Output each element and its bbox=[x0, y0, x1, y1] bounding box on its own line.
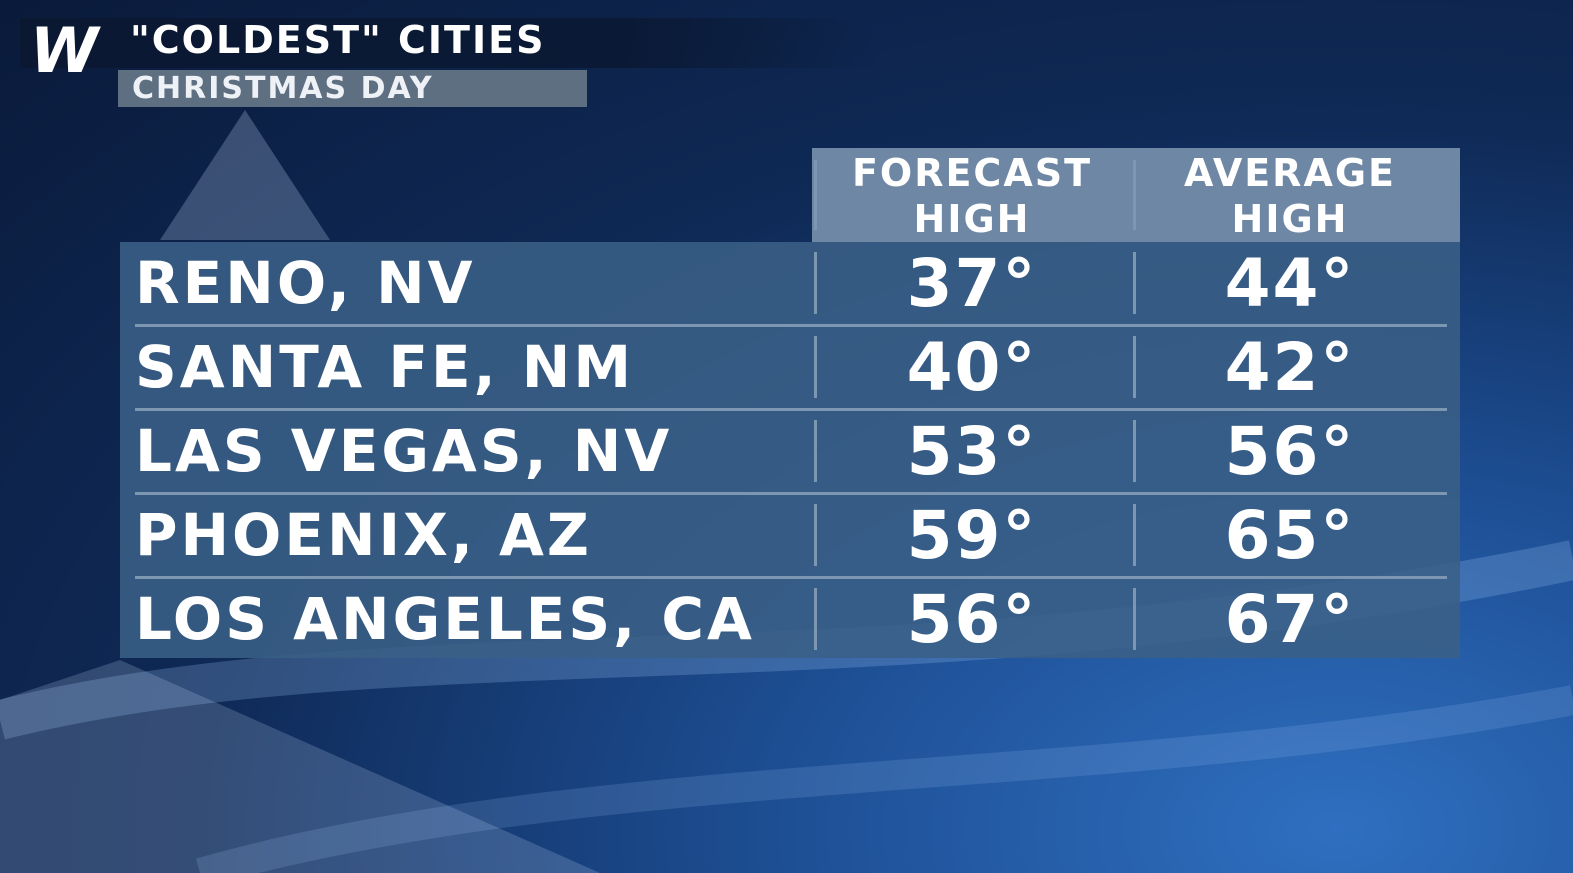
column-divider bbox=[814, 160, 817, 230]
column-divider bbox=[1133, 420, 1136, 482]
forecast-high: 56° bbox=[906, 581, 1038, 658]
tree-top bbox=[160, 110, 330, 240]
subtitle: CHRISTMAS DAY bbox=[132, 71, 434, 106]
average-high: 67° bbox=[1224, 581, 1356, 658]
tree-base bbox=[0, 660, 600, 873]
city-name: LOS ANGELES, CA bbox=[135, 585, 755, 653]
average-high: 42° bbox=[1224, 329, 1356, 406]
average-high: 65° bbox=[1224, 497, 1356, 574]
column-divider bbox=[814, 504, 817, 566]
column-divider bbox=[1133, 252, 1136, 314]
forecast-high: 40° bbox=[906, 329, 1038, 406]
column-divider bbox=[814, 252, 817, 314]
column-divider bbox=[814, 336, 817, 398]
row-divider bbox=[135, 324, 1447, 327]
forecast-high: 53° bbox=[906, 413, 1038, 490]
light-swirl bbox=[195, 685, 1573, 873]
row-divider bbox=[135, 408, 1447, 411]
city-name: PHOENIX, AZ bbox=[135, 501, 592, 569]
column-divider bbox=[1133, 588, 1136, 650]
forecast-high: 37° bbox=[906, 245, 1038, 322]
average-high: 44° bbox=[1224, 245, 1356, 322]
subtitle-bar bbox=[118, 70, 587, 107]
row-divider bbox=[135, 576, 1447, 579]
title-bar bbox=[20, 18, 880, 68]
city-name: SANTA FE, NM bbox=[135, 333, 635, 401]
column-divider bbox=[1133, 504, 1136, 566]
title: "COLDEST" CITIES bbox=[130, 18, 546, 62]
table-panel bbox=[120, 242, 1460, 658]
city-name: LAS VEGAS, NV bbox=[135, 417, 673, 485]
logo: W bbox=[30, 14, 98, 87]
column-header-bg bbox=[812, 148, 1460, 242]
row-divider bbox=[135, 492, 1447, 495]
city-name: RENO, NV bbox=[135, 249, 476, 317]
average-high: 56° bbox=[1224, 413, 1356, 490]
column-divider bbox=[1133, 336, 1136, 398]
column-divider bbox=[1133, 160, 1136, 230]
column-divider bbox=[814, 588, 817, 650]
forecast-high: 59° bbox=[906, 497, 1038, 574]
column-header: FORECAST HIGH bbox=[851, 151, 1093, 241]
column-divider bbox=[814, 420, 817, 482]
column-header: AVERAGE HIGH bbox=[1183, 151, 1396, 241]
